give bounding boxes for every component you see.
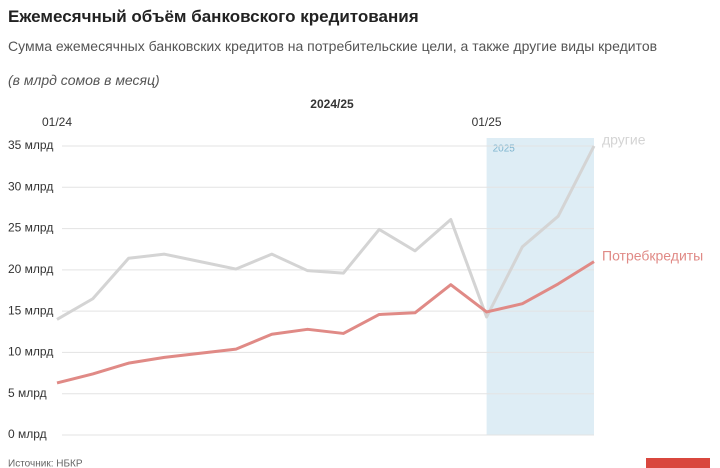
chart-note: (в млрд сомов в месяц) [8,72,160,88]
logo [646,458,710,468]
y-tick-label: 25 млрд [8,221,53,235]
x-tick-label: 01/25 [472,115,502,129]
highlight-label: 2025 [493,144,516,155]
y-tick-label: 10 млрд [8,345,53,359]
y-tick-label: 5 млрд [8,386,47,400]
y-tick-label: 35 млрд [8,138,53,152]
series-line [56,260,595,385]
y-tick-label: 15 млрд [8,303,53,317]
x-axis-label: 2024/25 [310,97,354,111]
y-tick-label: 20 млрд [8,262,53,276]
series-label: другие [602,132,646,148]
series-line [56,145,596,321]
y-tick-label: 0 млрд [8,427,47,441]
chart-title: Ежемесячный объём банковского кредитован… [8,7,419,26]
x-tick-label: 01/24 [42,115,72,129]
source: Источник: НБКР [8,459,83,468]
series-label: Потребкредиты [602,247,703,263]
chart-subtitle: Сумма ежемесячных банковских кредитов на… [8,38,658,54]
y-tick-label: 30 млрд [8,179,53,193]
